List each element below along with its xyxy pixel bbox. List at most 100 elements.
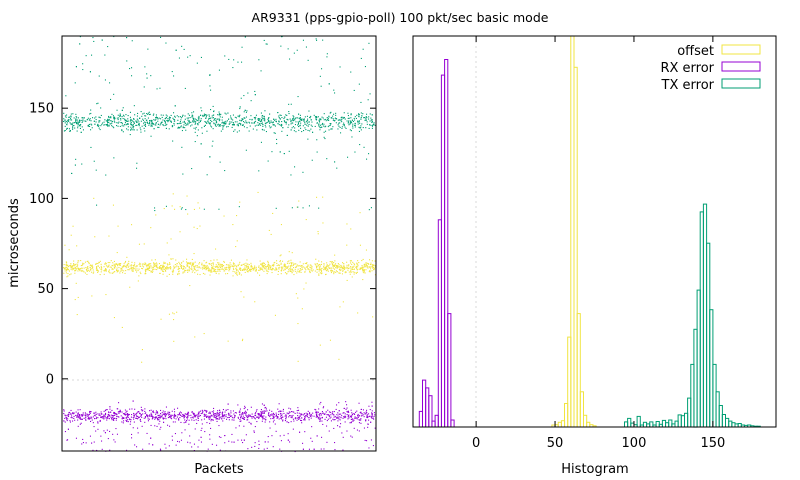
scatter-point <box>162 269 164 271</box>
scatter-point <box>317 264 319 266</box>
scatter-point <box>373 418 375 420</box>
scatter-point <box>316 122 318 124</box>
scatter-point <box>189 442 191 444</box>
scatter-point <box>279 114 281 116</box>
scatter-point <box>269 409 271 411</box>
scatter-point <box>341 119 343 121</box>
scatter-point <box>109 272 111 274</box>
scatter-point <box>179 122 181 124</box>
scatter-point <box>353 413 355 415</box>
scatter-point <box>77 425 79 427</box>
scatter-point <box>102 416 104 418</box>
scatter-point <box>193 119 195 121</box>
scatter-point <box>89 418 91 420</box>
scatter-point <box>142 409 144 411</box>
scatter-point <box>150 75 152 77</box>
scatter-point <box>73 268 75 270</box>
scatter-point <box>122 422 124 424</box>
scatter-point <box>331 262 333 264</box>
scatter-point <box>351 276 353 278</box>
scatter-point <box>116 269 118 271</box>
scatter-point <box>179 116 181 118</box>
scatter-point <box>337 128 339 130</box>
scatter-point <box>113 439 115 441</box>
scatter-point <box>177 266 179 268</box>
scatter-point <box>122 114 124 116</box>
scatter-point <box>366 262 368 264</box>
scatter-point <box>261 268 263 270</box>
scatter-point <box>232 122 234 124</box>
scatter-point <box>81 121 83 123</box>
scatter-point <box>113 117 115 119</box>
scatter-point <box>305 282 307 284</box>
scatter-point <box>347 117 349 119</box>
scatter-point <box>327 265 329 267</box>
scatter-point <box>172 271 174 273</box>
scatter-point <box>358 115 360 117</box>
scatter-point <box>117 269 119 271</box>
scatter-point <box>103 273 105 275</box>
scatter-point <box>204 415 206 417</box>
scatter-point <box>203 208 205 210</box>
scatter-point <box>164 120 166 122</box>
scatter-point <box>65 414 67 416</box>
scatter-point <box>130 265 132 267</box>
scatter-point <box>334 415 336 417</box>
scatter-point <box>261 265 263 267</box>
scatter-point <box>289 441 291 443</box>
scatter-point <box>159 87 161 89</box>
scatter-point <box>198 412 200 414</box>
scatter-point <box>63 267 65 269</box>
scatter-point <box>223 125 225 127</box>
scatter-point <box>245 264 247 266</box>
scatter-point <box>113 417 115 419</box>
scatter-point <box>203 265 205 267</box>
scatter-point <box>117 125 119 127</box>
scatter-point <box>268 117 270 119</box>
scatter-point <box>337 265 339 267</box>
scatter-point <box>79 418 81 420</box>
scatter-point <box>136 121 138 123</box>
scatter-point <box>358 422 360 424</box>
scatter-point <box>69 116 71 118</box>
scatter-point <box>71 119 73 121</box>
scatter-point <box>342 436 344 438</box>
legend-label-tx-error: TX error <box>661 78 715 93</box>
scatter-point <box>199 262 201 264</box>
scatter-point <box>138 268 140 270</box>
scatter-point <box>107 119 109 121</box>
scatter-point <box>276 260 278 262</box>
scatter-point <box>327 270 329 272</box>
scatter-point <box>350 228 352 230</box>
scatter-point <box>285 121 287 123</box>
scatter-point <box>232 275 234 277</box>
scatter-point <box>205 411 207 413</box>
scatter-point <box>107 414 109 416</box>
scatter-point <box>352 420 354 422</box>
scatter-point <box>328 414 330 416</box>
scatter-point <box>280 270 282 272</box>
scatter-point <box>127 421 129 423</box>
scatter-point <box>83 263 85 265</box>
scatter-point <box>196 119 198 121</box>
scatter-point <box>328 83 330 85</box>
scatter-point <box>286 118 288 120</box>
scatter-point <box>254 301 256 303</box>
scatter-point <box>262 266 264 268</box>
scatter-point <box>373 412 375 414</box>
scatter-point <box>327 119 329 121</box>
scatter-point <box>96 267 98 269</box>
scatter-point <box>191 269 193 271</box>
scatter-point <box>261 128 263 130</box>
scatter-point <box>92 266 94 268</box>
scatter-point <box>265 410 267 412</box>
scatter-point <box>95 116 97 118</box>
scatter-point <box>113 263 115 265</box>
scatter-point <box>144 408 146 410</box>
scatter-point <box>186 414 188 416</box>
scatter-point <box>333 416 335 418</box>
scatter-point <box>164 119 166 121</box>
scatter-point <box>233 130 235 132</box>
scatter-point <box>193 443 195 445</box>
scatter-point <box>260 409 262 411</box>
